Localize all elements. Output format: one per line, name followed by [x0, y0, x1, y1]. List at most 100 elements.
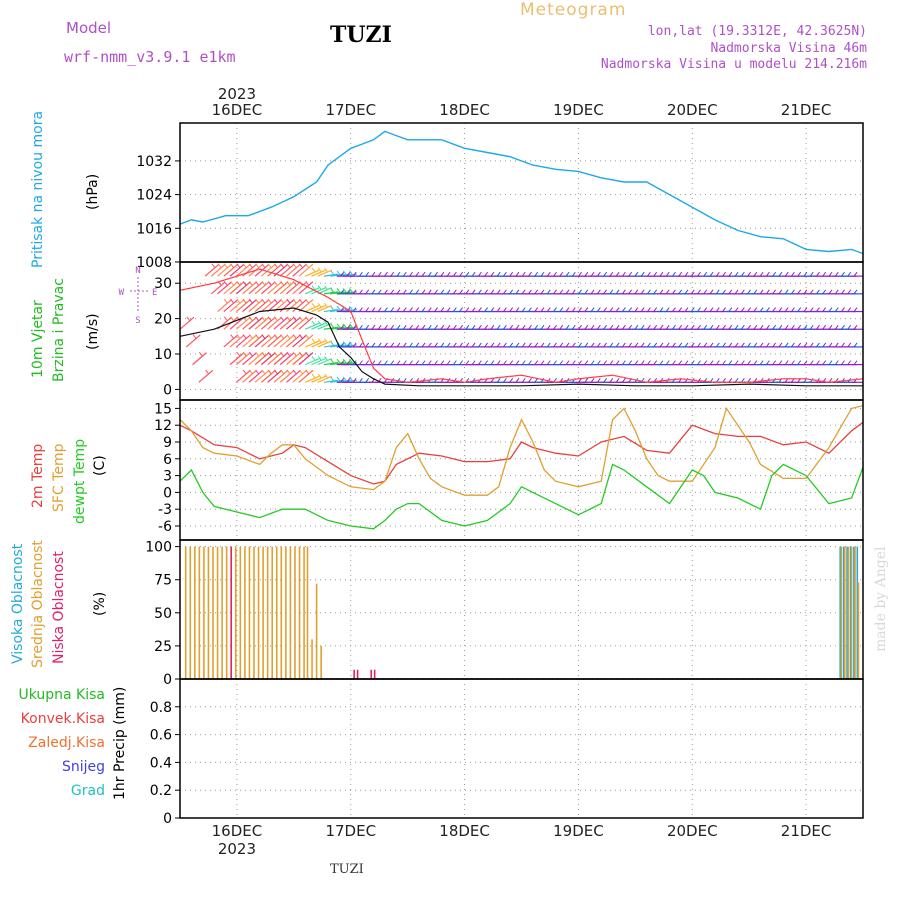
wind-barb-tick: [280, 369, 285, 375]
wind-barb-tick: [206, 299, 209, 303]
wind-barb-tick: [709, 271, 714, 277]
wind-barb: [186, 300, 200, 312]
wind-barb-tick: [540, 378, 545, 383]
wind-barb-tick: [816, 307, 820, 312]
wind-barb-tick: [324, 267, 328, 273]
wind-barb-tick: [471, 289, 476, 295]
y-tick-label: 3: [163, 469, 172, 485]
wind-barb-tick: [740, 307, 745, 312]
wind-barb-tick: [409, 342, 413, 348]
wind-barb-tick: [841, 307, 845, 312]
wind-barb: [304, 340, 320, 348]
wind-barb-tick: [342, 323, 347, 329]
wind-barb-tick: [299, 263, 303, 269]
wind-barb: [273, 316, 289, 330]
wind-barb-tick: [359, 324, 363, 330]
wind-barb-tick: [584, 378, 589, 383]
wind-barb-tick: [816, 342, 820, 348]
wind-barb: [292, 369, 308, 383]
wind-barb-tick: [590, 289, 595, 295]
wind-barb-tick: [665, 324, 670, 330]
wind-barb-tick: [509, 360, 514, 365]
wind-barb-tick: [715, 271, 720, 277]
wind-barb-tick: [459, 324, 463, 330]
wind-barb-tick: [709, 307, 714, 312]
wind-barb-tick: [715, 378, 720, 383]
wind-barb: [242, 299, 257, 312]
wind-barb-tick: [759, 289, 764, 295]
wind-barb: [311, 322, 326, 330]
wind-barb-tick: [847, 289, 852, 295]
wind-barb-tick: [324, 320, 328, 326]
wind-barb-tick: [187, 352, 190, 356]
wind-barb-tick: [665, 271, 670, 277]
wind-barb-tick: [540, 289, 545, 295]
wind-barb-tick: [521, 271, 526, 277]
wind-barb-tick: [747, 307, 751, 312]
wind-barb: [248, 299, 264, 312]
wind-barb-tick: [377, 289, 382, 295]
wind-barb-tick: [521, 289, 526, 295]
wind-barb-tick: [628, 271, 633, 277]
wind-barb-tick: [791, 342, 795, 348]
wind-barb-tick: [352, 342, 357, 348]
wind-barb-tick: [477, 342, 482, 348]
wind-barb-tick: [590, 307, 595, 312]
wind-barb-tick: [217, 263, 222, 269]
wind-barb-tick: [816, 324, 820, 330]
wind-barb-tick: [187, 264, 190, 268]
bottom-day-label: 16DEC: [212, 822, 263, 840]
wind-barb-tick: [515, 307, 520, 312]
wind-barb-tick: [765, 307, 770, 312]
wind-barb-tick: [261, 351, 266, 357]
wind-barb-tick: [809, 378, 814, 383]
wind-barb-tick: [305, 298, 310, 304]
wind-barb-tick: [791, 360, 795, 365]
wind-barb: [180, 335, 194, 347]
wind-barb: [279, 316, 295, 330]
wind-barb: [229, 352, 245, 366]
wind-barb: [286, 369, 301, 383]
wind-barb-tick: [452, 324, 457, 330]
wind-barb-tick: [490, 342, 495, 348]
wind-barb-tick: [578, 360, 582, 365]
wind-barb-tick: [490, 289, 495, 295]
wind-barb-tick: [365, 360, 370, 365]
y-tick-label: 0.6: [150, 728, 172, 744]
wind-barb: [317, 340, 332, 348]
wind-barb-tick: [199, 370, 202, 374]
wind-barb-tick: [847, 307, 852, 312]
wind-barb-tick: [734, 360, 739, 365]
wind-barb-tick: [615, 324, 620, 330]
wind-barb-tick: [205, 369, 209, 375]
wind-barb-tick: [747, 378, 751, 383]
wind-barb-tick: [559, 307, 564, 312]
wind-speed-line: [179, 307, 863, 387]
wind-barb-tick: [553, 307, 557, 312]
wind-barb: [198, 369, 214, 383]
mid-cloud-label: Srednja Oblacnost: [30, 540, 46, 668]
wind-barb-tick: [672, 307, 676, 312]
wind-barb-tick: [822, 342, 827, 348]
wind-barb: [211, 370, 225, 382]
wind-barb-tick: [496, 360, 501, 365]
wind-barb-tick: [647, 307, 651, 312]
wind-barb-tick: [515, 289, 520, 295]
wind-barb-tick: [324, 356, 328, 361]
wind-barb-tick: [553, 342, 557, 348]
wind-barb-tick: [546, 360, 551, 365]
wind-barb-tick: [690, 271, 695, 277]
wind-barb-tick: [728, 271, 733, 277]
wind-barb-tick: [571, 271, 576, 277]
wind-barb-tick: [584, 307, 589, 312]
wind-barb: [311, 358, 326, 366]
wind-barb: [229, 316, 245, 330]
wind-barb-tick: [596, 360, 601, 365]
wind-barb-tick: [853, 271, 858, 277]
wind-barb-tick: [628, 324, 633, 330]
wind-barb-tick: [722, 342, 726, 348]
wind-barb-tick: [340, 342, 345, 348]
wind-barb-tick: [590, 271, 595, 277]
wind-barb-tick: [690, 342, 695, 348]
data-layer: [179, 130, 864, 680]
